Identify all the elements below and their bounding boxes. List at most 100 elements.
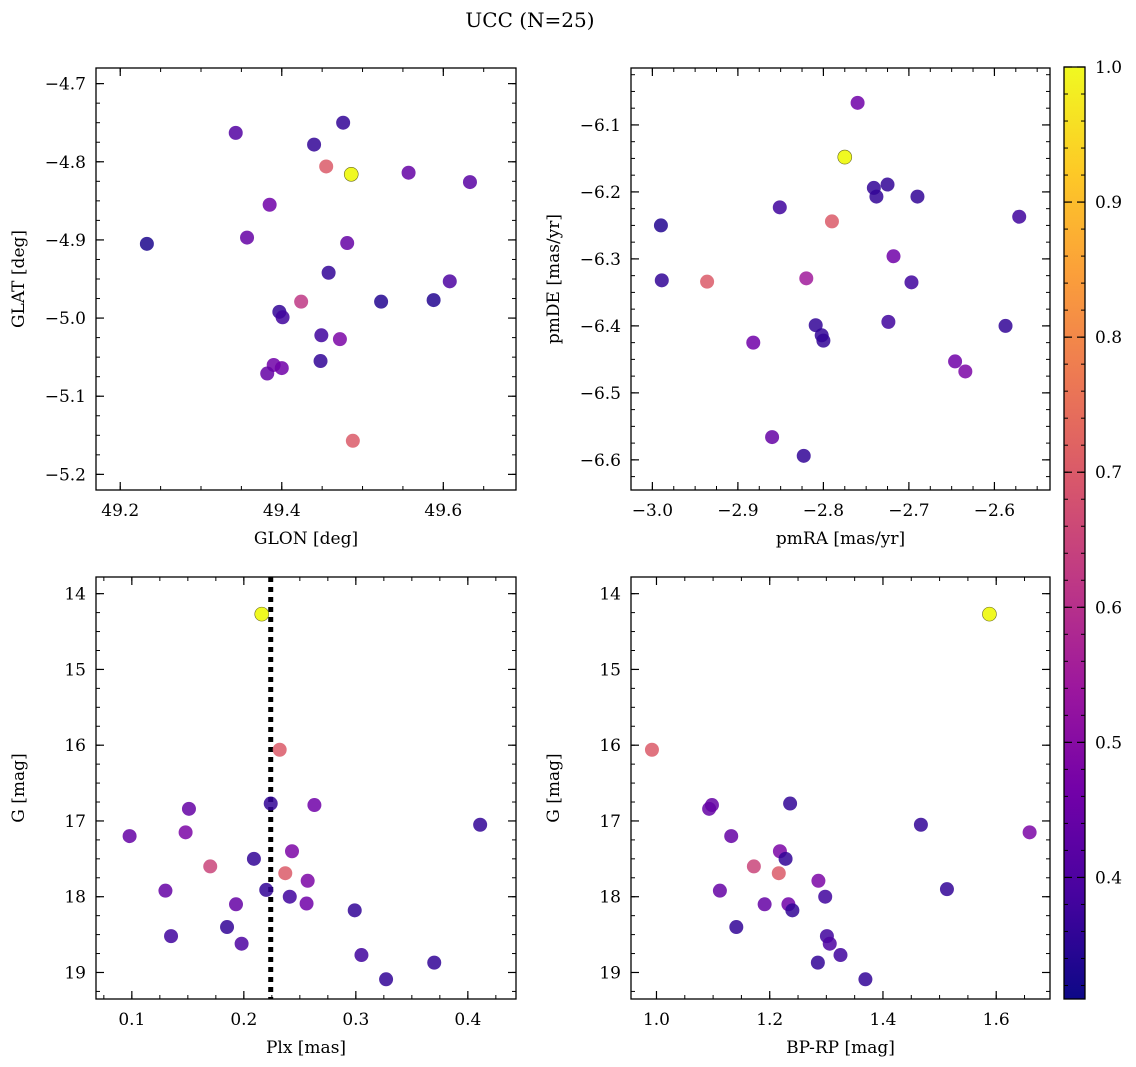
data-point	[336, 115, 351, 130]
data-point	[473, 817, 488, 832]
ytick-label: 19	[599, 963, 621, 983]
data-point	[345, 433, 360, 448]
colorbar-tick-label: 0.7	[1095, 463, 1122, 483]
xtick-label: 1.6	[983, 1010, 1010, 1030]
panel-parallax-magnitude: 0.1 0.2 0.3 0.4 14 15 16 17 18 19 Plx [mas] G [mag]	[9, 576, 517, 1058]
data-point	[278, 866, 293, 881]
points	[139, 115, 477, 448]
data-point	[796, 448, 811, 463]
xtick-label: 49.2	[101, 501, 139, 521]
data-point	[307, 798, 322, 813]
data-point	[913, 817, 928, 832]
colorbar-tick-label: 0.5	[1095, 733, 1122, 753]
data-point	[164, 929, 179, 944]
data-point	[275, 310, 290, 325]
ytick-label: 17	[64, 812, 86, 832]
ytick-label: 16	[599, 736, 621, 756]
minor-ticks	[96, 577, 516, 999]
xtick-label: 1.4	[869, 1010, 896, 1030]
data-point	[765, 430, 780, 445]
data-point	[263, 796, 278, 811]
xtick-label: −3.0	[632, 501, 673, 521]
data-point	[314, 328, 329, 343]
ytick-label: 16	[64, 736, 86, 756]
panels: 49.2 49.4 49.6 −5.2 −5.1 −5.0 −4.9 −4.8 −4.7 GLON…	[9, 67, 1051, 1058]
data-point	[274, 361, 289, 376]
panel-position: 49.2 49.4 49.6 −5.2 −5.1 −5.0 −4.9 −4.8 −4.7 GLON…	[9, 67, 517, 549]
data-point	[340, 236, 355, 251]
data-point	[958, 364, 973, 379]
colorbar-tick-label: 0.4	[1095, 868, 1122, 888]
ytick-label: 14	[599, 585, 621, 605]
ytick-label: −6.4	[580, 317, 621, 337]
data-point	[822, 936, 837, 951]
data-point	[746, 859, 761, 874]
colorbar-gradient	[1064, 67, 1085, 999]
ytick-label: −4.7	[45, 75, 86, 95]
data-point	[272, 742, 287, 757]
minor-ticks	[631, 68, 1050, 490]
x-axis-label: BP-RP [mag]	[786, 1038, 895, 1058]
data-point	[300, 873, 315, 888]
points	[122, 606, 488, 987]
data-point	[321, 265, 336, 280]
x-axis-label: GLON [deg]	[254, 529, 358, 549]
xtick-label: −2.6	[974, 501, 1015, 521]
data-point	[811, 873, 826, 888]
ytick-label: −5.0	[45, 309, 86, 329]
ytick-label: −6.1	[580, 116, 621, 136]
data-point	[939, 882, 954, 897]
axes-frame	[95, 67, 517, 491]
data-point	[343, 166, 359, 182]
figure-title: UCC (N=25)	[465, 8, 594, 32]
xtick-label: 49.4	[263, 501, 301, 521]
xtick-label: −2.8	[803, 501, 844, 521]
data-point	[833, 948, 848, 963]
data-point	[259, 882, 274, 897]
data-point	[886, 249, 901, 264]
data-point	[998, 318, 1013, 333]
data-point	[234, 936, 249, 951]
data-point	[653, 218, 668, 233]
data-point	[379, 972, 394, 987]
ytick-label: 15	[64, 660, 86, 680]
data-point	[654, 273, 669, 288]
data-point	[881, 314, 896, 329]
data-point	[228, 125, 243, 140]
data-point	[757, 897, 772, 912]
panel-proper-motion: −3.0 −2.9 −2.8 −2.7 −2.6 −6.6 −6.5 −6.4 −6.3 −6.2…	[544, 67, 1051, 549]
data-point	[858, 972, 873, 987]
colorbar-tick-label: 0.6	[1095, 598, 1122, 618]
colorbar: 0.4 0.5 0.6 0.7 0.8 0.9 1.0	[1063, 58, 1122, 1000]
points	[653, 95, 1027, 463]
data-point	[712, 883, 727, 898]
xtick-label: 0.4	[454, 1010, 481, 1030]
data-point	[816, 333, 831, 348]
colorbar-tick-label: 1.0	[1095, 58, 1122, 78]
data-point	[869, 189, 884, 204]
data-point	[282, 889, 297, 904]
data-point	[285, 844, 299, 859]
axes-frame	[95, 576, 517, 1000]
xtick-label: −2.9	[717, 501, 758, 521]
ytick-label: 14	[64, 585, 86, 605]
data-point	[203, 859, 218, 874]
data-point	[778, 851, 793, 866]
points	[644, 606, 1037, 987]
data-point	[158, 883, 173, 898]
y-axis-label: G [mag]	[544, 753, 564, 822]
data-point	[1012, 209, 1027, 224]
data-point	[262, 197, 277, 212]
data-point	[427, 955, 442, 970]
data-point	[139, 236, 154, 251]
data-point	[354, 948, 369, 963]
data-point	[294, 294, 309, 309]
colorbar-tick-label: 0.9	[1095, 193, 1122, 213]
x-axis-label: Plx [mas]	[266, 1038, 346, 1058]
data-point	[772, 200, 787, 215]
data-point	[783, 796, 798, 811]
y-axis-label: G [mag]	[9, 753, 29, 822]
data-point	[313, 354, 328, 369]
x-axis-label: pmRA [mas/yr]	[776, 529, 905, 549]
